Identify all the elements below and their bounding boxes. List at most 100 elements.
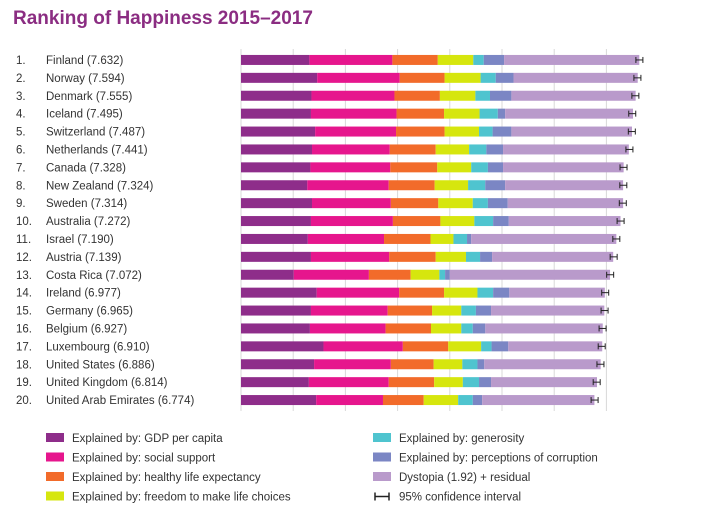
- bar-segment: [308, 377, 389, 388]
- bar-segment: [487, 162, 504, 173]
- country-label: Australia (7.272): [46, 216, 131, 228]
- bar-segment: [473, 54, 484, 65]
- country-label: Sweden (7.314): [46, 198, 127, 210]
- bar-segment: [479, 377, 492, 388]
- country-label: Austria (7.139): [46, 252, 122, 264]
- bar-segment: [444, 287, 478, 298]
- bar-segment: [241, 305, 311, 316]
- bar-segment: [489, 90, 512, 101]
- bar-segment: [491, 341, 509, 352]
- bar-segment: [511, 126, 632, 137]
- legend-label: Explained by: GDP per capita: [72, 433, 223, 445]
- rank-number: 10.: [16, 216, 32, 228]
- rank-number: 17.: [16, 341, 32, 353]
- bar-segment: [311, 90, 395, 101]
- legend-label: 95% confidence interval: [399, 492, 521, 504]
- bar-segment: [437, 54, 474, 65]
- country-label: Finland (7.632): [46, 55, 124, 67]
- legend-label: Explained by: social support: [72, 453, 216, 465]
- rank-number: 12.: [16, 252, 32, 264]
- legend-label: Explained by: generosity: [399, 433, 525, 445]
- country-label: Iceland (7.495): [46, 109, 123, 121]
- bar-segment: [241, 126, 316, 137]
- bar-segment: [241, 108, 311, 119]
- bar-segment: [241, 323, 310, 334]
- bar-segment: [480, 72, 496, 83]
- bar-segment: [241, 90, 312, 101]
- bar-segment: [472, 323, 486, 334]
- bar-segment: [316, 287, 400, 298]
- bar-segment: [317, 72, 400, 83]
- bar-segment: [394, 90, 440, 101]
- bar-segment: [507, 198, 624, 209]
- rank-number: 4.: [16, 109, 26, 121]
- bar-segment: [241, 54, 310, 65]
- bar-segment: [495, 72, 514, 83]
- country-label: Switzerland (7.487): [46, 127, 145, 139]
- bar-segment: [390, 198, 439, 209]
- legend-swatch: [46, 472, 64, 481]
- bar-segment: [491, 305, 605, 316]
- bar-segment: [241, 395, 317, 406]
- bar-segment: [503, 144, 629, 155]
- rank-number: 15.: [16, 306, 32, 318]
- bar-segment: [468, 180, 486, 191]
- bar-segment: [503, 162, 624, 173]
- bar-segment: [241, 180, 308, 191]
- country-label: Costa Rica (7.072): [46, 270, 142, 282]
- bar-segment: [390, 359, 434, 370]
- bar-segment: [461, 305, 476, 316]
- bar-segment: [311, 144, 390, 155]
- bar-segment: [444, 108, 480, 119]
- rank-number: 13.: [16, 270, 32, 282]
- bar-segment: [505, 108, 634, 119]
- bar-segment: [434, 180, 469, 191]
- bar-segment: [439, 269, 446, 280]
- bar-segment: [475, 90, 490, 101]
- legend-swatch: [46, 491, 64, 501]
- bar-segment: [513, 72, 638, 83]
- bar-segment: [433, 359, 463, 370]
- bar-segment: [487, 198, 508, 209]
- legend-label: Dystopia (1.92) + residual: [399, 472, 530, 484]
- bar-segment: [388, 180, 435, 191]
- bar-segment: [472, 198, 488, 209]
- legend-label: Explained by: perceptions of corruption: [399, 453, 598, 465]
- rank-number: 7.: [16, 162, 26, 174]
- bar-segment: [477, 287, 494, 298]
- country-label: Belgium (6.927): [46, 323, 127, 335]
- bar-segment: [315, 126, 397, 137]
- rank-number: 5.: [16, 127, 26, 139]
- bar-segment: [475, 305, 492, 316]
- legend-swatch: [46, 452, 64, 462]
- bar-segment: [387, 305, 433, 316]
- bar-segment: [241, 162, 311, 173]
- bar-segment: [384, 233, 431, 244]
- bar-segment: [293, 269, 369, 280]
- bar-segment: [310, 162, 391, 173]
- bar-segment: [399, 287, 445, 298]
- bar-segment: [396, 108, 445, 119]
- bar-segment: [453, 233, 468, 244]
- country-label: Ireland (6.977): [46, 288, 121, 300]
- bar-segment: [481, 341, 492, 352]
- legend-swatch: [373, 433, 391, 442]
- bar-segment: [462, 377, 480, 388]
- grid-lines: [240, 49, 607, 411]
- legend-label: Explained by: healthy life expectancy: [72, 472, 261, 484]
- legend: Explained by: GDP per capita Explained by…: [46, 433, 598, 504]
- country-label: Denmark (7.555): [46, 91, 132, 103]
- bar-segment: [505, 180, 624, 191]
- bar-segment: [492, 251, 614, 262]
- bar-segment: [485, 180, 506, 191]
- bar-segment: [241, 377, 309, 388]
- rank-number: 3.: [16, 91, 26, 103]
- bar-segment: [477, 359, 485, 370]
- bar-segment: [310, 108, 397, 119]
- bar-segment: [382, 395, 424, 406]
- bar-segment: [323, 341, 403, 352]
- legend-swatch: [373, 472, 391, 481]
- bar-segment: [241, 269, 294, 280]
- bar-segment: [241, 341, 324, 352]
- bar-segment: [410, 269, 440, 280]
